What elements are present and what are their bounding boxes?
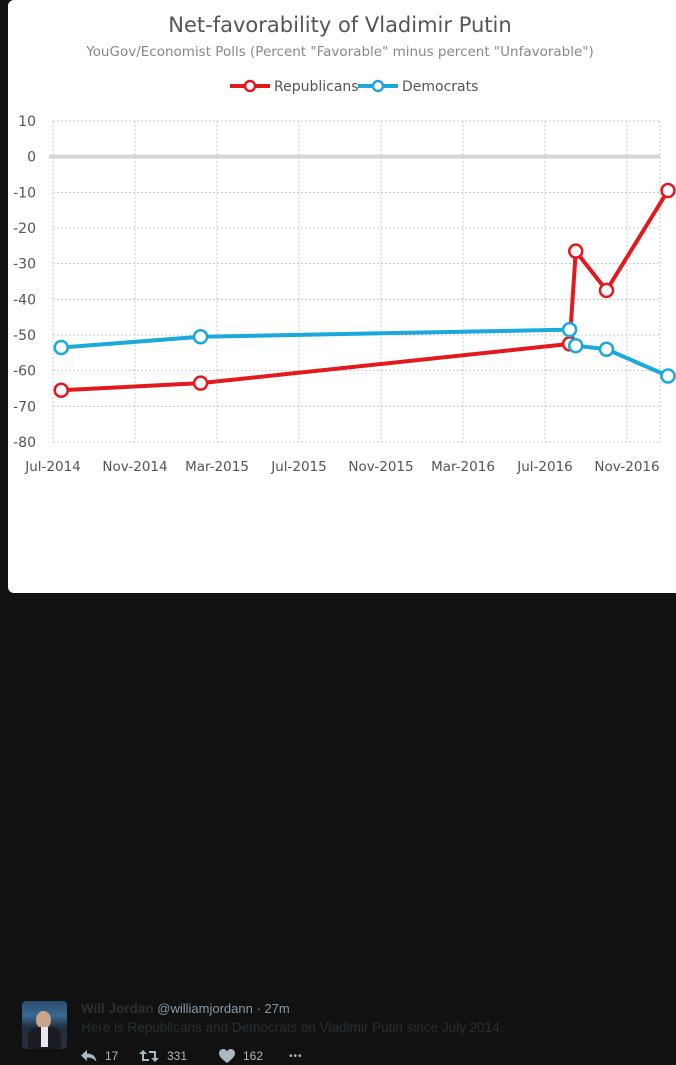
y-tick-label: 10 xyxy=(18,114,36,130)
data-point-republicans[interactable] xyxy=(660,182,676,199)
header-separator: · xyxy=(256,1001,261,1016)
author-name[interactable]: Will Jordan xyxy=(81,1001,154,1016)
x-tick-label: Mar-2015 xyxy=(185,459,249,475)
data-point-democrats[interactable] xyxy=(192,329,209,345)
legend-label[interactable]: Republicans xyxy=(274,79,359,95)
line-chart: Net-favorability of Vladimir Putin YouGo… xyxy=(13,13,676,475)
like-count: 162 xyxy=(243,1049,264,1063)
x-tick-label: Nov-2015 xyxy=(348,459,413,475)
x-tick-label: Nov-2016 xyxy=(594,459,659,475)
grid xyxy=(49,120,661,443)
y-tick-label: -70 xyxy=(13,399,36,415)
like-button[interactable]: 162 xyxy=(219,1049,289,1063)
more-button[interactable]: ••• xyxy=(289,1051,303,1062)
data-point-republicans[interactable] xyxy=(53,382,69,399)
reply-count: 17 xyxy=(105,1049,119,1063)
data-point-democrats[interactable] xyxy=(53,339,69,356)
series-layer xyxy=(53,182,676,399)
data-point-democrats[interactable] xyxy=(598,341,615,358)
tweet-actions: 17 331 162 ••• xyxy=(81,1047,303,1065)
retweet-count: 331 xyxy=(167,1049,188,1063)
retweet-icon xyxy=(139,1050,159,1062)
data-point-democrats[interactable] xyxy=(561,321,578,338)
data-point-republicans[interactable] xyxy=(568,243,584,259)
tweet-text: Here is Republicans and Democrats on Vla… xyxy=(81,1020,504,1035)
y-tick-label: -80 xyxy=(13,435,36,451)
chart-subtitle: YouGov/Economist Polls (Percent "Favorab… xyxy=(85,44,594,60)
tweet-header: Will Jordan @williamjordann · 27m xyxy=(81,1001,290,1016)
legend: Republicans Democrats xyxy=(230,79,478,95)
tweet-time[interactable]: 27m xyxy=(264,1001,290,1016)
y-tick-label: -50 xyxy=(13,328,36,344)
y-tick-label: -10 xyxy=(13,185,36,201)
legend-label[interactable]: Democrats xyxy=(402,79,478,95)
more-icon: ••• xyxy=(289,1050,303,1062)
y-tick-label: -30 xyxy=(13,257,36,273)
x-tick-label: Jul-2016 xyxy=(516,459,573,475)
tweet-card xyxy=(8,0,676,593)
series-line-republicans xyxy=(61,189,670,393)
y-tick-label: 0 xyxy=(27,150,36,166)
legend-swatch-marker xyxy=(371,79,385,93)
chart-title: Net-favorability of Vladimir Putin xyxy=(168,13,511,37)
heart-icon xyxy=(219,1049,235,1063)
reply-button[interactable]: 17 xyxy=(81,1049,139,1063)
data-point-democrats[interactable] xyxy=(660,368,676,384)
y-tick-label: -20 xyxy=(13,221,36,237)
data-point-republicans[interactable] xyxy=(598,282,615,299)
y-tick-label: -60 xyxy=(13,364,36,380)
x-axis: Jul-2014 Nov-2014 Mar-2015 Jul-2015 Nov-2015… xyxy=(24,459,659,475)
y-axis: 10 0 -10 -20 -30 -40 -50 -60 -70 -80 xyxy=(13,114,36,451)
data-point-democrats[interactable] xyxy=(568,337,584,354)
avatar-shirt xyxy=(41,1027,48,1047)
tweet: Will Jordan @williamjordann · 27m Here i… xyxy=(0,490,676,1063)
chart-container: Net-favorability of Vladimir Putin YouGo… xyxy=(0,0,676,490)
author-handle[interactable]: @williamjordann xyxy=(157,1001,253,1016)
legend-swatch-marker xyxy=(243,79,257,93)
x-tick-label: Nov-2014 xyxy=(102,459,167,475)
retweet-button[interactable]: 331 xyxy=(139,1049,219,1063)
x-tick-label: Mar-2016 xyxy=(431,459,495,475)
x-tick-label: Jul-2014 xyxy=(24,459,81,475)
data-point-republicans[interactable] xyxy=(192,375,209,391)
y-tick-label: -40 xyxy=(13,292,36,308)
avatar[interactable] xyxy=(22,1001,67,1049)
x-tick-label: Jul-2015 xyxy=(270,459,327,475)
reply-icon xyxy=(81,1050,97,1062)
